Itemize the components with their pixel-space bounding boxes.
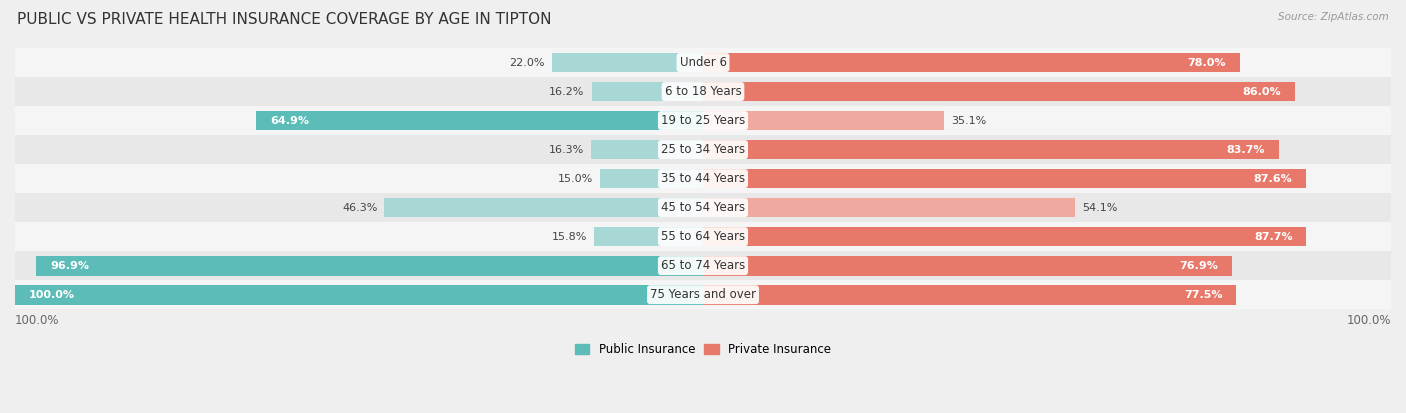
Text: 64.9%: 64.9% xyxy=(270,116,309,126)
Text: 6 to 18 Years: 6 to 18 Years xyxy=(665,85,741,98)
Bar xyxy=(591,140,703,159)
Text: 19 to 25 Years: 19 to 25 Years xyxy=(661,114,745,127)
Text: 100.0%: 100.0% xyxy=(28,290,75,300)
Bar xyxy=(595,227,703,247)
Text: 25 to 34 Years: 25 to 34 Years xyxy=(661,143,745,156)
Text: 46.3%: 46.3% xyxy=(342,203,378,213)
Text: 65 to 74 Years: 65 to 74 Years xyxy=(661,259,745,272)
Text: 22.0%: 22.0% xyxy=(509,57,544,68)
Bar xyxy=(15,193,1391,222)
Bar xyxy=(703,53,1240,72)
Bar xyxy=(551,53,703,72)
Text: 16.3%: 16.3% xyxy=(548,145,583,154)
Text: 15.0%: 15.0% xyxy=(558,173,593,184)
Bar xyxy=(15,222,1391,251)
Bar xyxy=(15,106,1391,135)
Text: 78.0%: 78.0% xyxy=(1188,57,1226,68)
Text: 86.0%: 86.0% xyxy=(1243,87,1281,97)
Bar xyxy=(384,198,703,218)
Text: 75 Years and over: 75 Years and over xyxy=(650,288,756,301)
Text: 54.1%: 54.1% xyxy=(1083,203,1118,213)
Bar xyxy=(15,164,1391,193)
Bar xyxy=(256,111,703,131)
Bar xyxy=(703,169,1306,188)
Bar xyxy=(703,198,1076,218)
Bar xyxy=(703,82,1295,102)
Bar xyxy=(15,135,1391,164)
Text: 87.7%: 87.7% xyxy=(1254,232,1292,242)
Legend: Public Insurance, Private Insurance: Public Insurance, Private Insurance xyxy=(571,338,835,361)
Bar xyxy=(37,256,703,275)
Text: 35 to 44 Years: 35 to 44 Years xyxy=(661,172,745,185)
Text: 55 to 64 Years: 55 to 64 Years xyxy=(661,230,745,243)
Text: PUBLIC VS PRIVATE HEALTH INSURANCE COVERAGE BY AGE IN TIPTON: PUBLIC VS PRIVATE HEALTH INSURANCE COVER… xyxy=(17,12,551,27)
Text: 45 to 54 Years: 45 to 54 Years xyxy=(661,201,745,214)
Text: 15.8%: 15.8% xyxy=(553,232,588,242)
Text: Under 6: Under 6 xyxy=(679,56,727,69)
Bar xyxy=(703,256,1232,275)
Text: Source: ZipAtlas.com: Source: ZipAtlas.com xyxy=(1278,12,1389,22)
Bar xyxy=(703,227,1306,247)
Bar xyxy=(15,251,1391,280)
Bar xyxy=(15,285,703,304)
Bar xyxy=(592,82,703,102)
Text: 35.1%: 35.1% xyxy=(952,116,987,126)
Text: 100.0%: 100.0% xyxy=(1347,313,1391,327)
Text: 96.9%: 96.9% xyxy=(51,261,89,271)
Bar xyxy=(703,111,945,131)
Bar xyxy=(600,169,703,188)
Bar xyxy=(15,48,1391,77)
Bar xyxy=(703,285,1236,304)
Bar xyxy=(703,140,1279,159)
Bar xyxy=(15,280,1391,309)
Text: 83.7%: 83.7% xyxy=(1226,145,1265,154)
Text: 76.9%: 76.9% xyxy=(1180,261,1219,271)
Text: 16.2%: 16.2% xyxy=(550,87,585,97)
Bar xyxy=(15,77,1391,106)
Text: 87.6%: 87.6% xyxy=(1253,173,1292,184)
Text: 77.5%: 77.5% xyxy=(1184,290,1222,300)
Text: 100.0%: 100.0% xyxy=(15,313,59,327)
